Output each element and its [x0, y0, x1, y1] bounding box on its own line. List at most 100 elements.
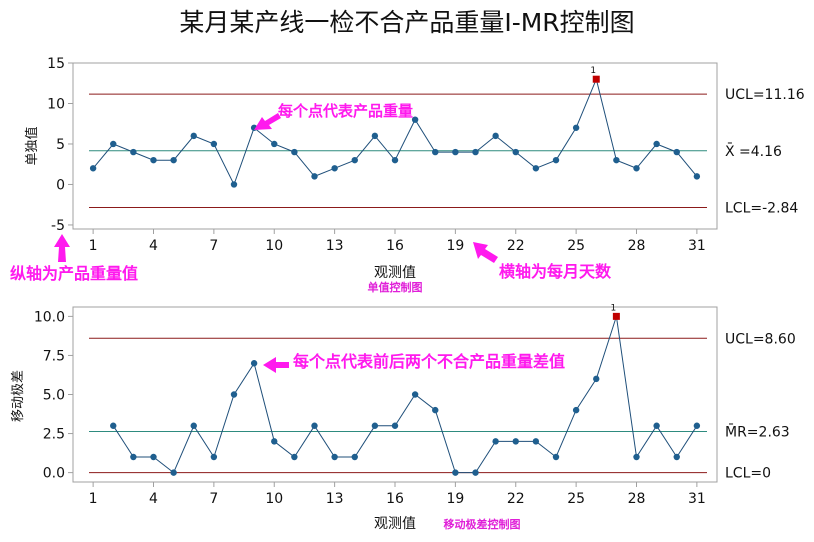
mr-data-point — [472, 469, 479, 476]
mr-x-tick-label: 16 — [386, 491, 404, 507]
svg-text:每个点代表产品重量: 每个点代表产品重量 — [278, 102, 413, 120]
i-chart-control-lines: UCL=11.16 X̄ =4.16 LCL=-2.84 — [89, 87, 805, 216]
i-data-point — [89, 165, 97, 172]
mr-x-tick-label: 13 — [326, 491, 344, 507]
i-y-tick-label: 0 — [56, 177, 65, 193]
i-y-tick-label: 10 — [47, 96, 65, 112]
i-x-tick-label: 10 — [265, 238, 283, 254]
mr-y-tick-label: 2.5 — [43, 427, 65, 443]
mr-data-point — [432, 406, 439, 414]
mr-x-tick-label: 25 — [567, 491, 585, 507]
mr-data-point — [653, 422, 660, 429]
i-data-point — [572, 124, 580, 131]
mr-data-point — [693, 422, 701, 429]
i-data-point — [371, 132, 379, 140]
arrow-icon — [254, 113, 281, 130]
i-chart-plot-frame — [72, 62, 718, 230]
mr-data-point — [210, 453, 218, 461]
i-ucl-label: UCL=11.16 — [725, 87, 805, 103]
mr-ucl-label: UCL=8.60 — [725, 331, 796, 347]
mr-data-point — [633, 453, 640, 461]
i-x-tick-label: 13 — [326, 238, 344, 254]
mr-data-point — [552, 453, 560, 461]
i-chart-x-axis-label: 观测值 — [374, 265, 416, 281]
i-data-point — [150, 156, 157, 164]
i-data-point — [472, 148, 479, 156]
mr-chart-subtitle: 移动极差控制图 — [444, 517, 521, 531]
i-x-tick-label: 28 — [628, 238, 646, 254]
mr-y-tick-label: 5.0 — [43, 388, 65, 404]
mr-y-tick-label: 0.0 — [43, 466, 65, 482]
i-data-point — [512, 148, 519, 156]
mr-data-point — [130, 453, 137, 461]
i-out-of-control-point — [592, 75, 600, 83]
mr-chart-plot-frame — [72, 306, 718, 483]
mr-x-tick-label: 19 — [446, 491, 464, 507]
mr-data-point — [331, 453, 338, 461]
mr-x-tick-label: 28 — [628, 491, 646, 507]
mr-chart-control-lines: UCL=8.60 M̄R=2.63 LCL=0 — [89, 331, 796, 482]
mr-y-tick-label: 10.0 — [34, 309, 65, 325]
i-data-point — [532, 165, 540, 172]
arrow-icon — [473, 242, 498, 263]
i-x-tick-label: 22 — [507, 238, 525, 254]
mr-chart-x-axis-label: 观测值 — [374, 516, 416, 532]
i-lcl-label: LCL=-2.84 — [725, 200, 798, 216]
i-x-tick-label: 16 — [386, 238, 404, 254]
i-data-point — [331, 165, 338, 172]
i-data-point — [411, 116, 419, 123]
i-chart-y-axis-label: 单独值 — [24, 126, 40, 165]
annotation-x-axis: 横轴为每月天数 — [473, 242, 612, 281]
i-chart-subtitle: 单值控制图 — [368, 280, 423, 294]
i-data-point — [432, 148, 439, 156]
mr-center-label: M̄R=2.63 — [725, 423, 790, 441]
mr-data-point — [572, 406, 580, 414]
i-data-point — [633, 165, 640, 172]
mr-x-tick-label: 7 — [209, 491, 218, 507]
i-data-point — [130, 148, 137, 156]
i-out-of-control-label: 1 — [590, 66, 596, 76]
mr-x-tick-label: 4 — [149, 491, 158, 507]
mr-data-point — [230, 391, 238, 398]
annotation-y-axis: 纵轴为产品重量值 — [10, 234, 138, 283]
i-data-point — [351, 156, 358, 164]
mr-data-point — [351, 453, 358, 461]
mr-data-point — [512, 438, 519, 445]
i-data-point — [230, 181, 238, 188]
i-center-label: X̄ =4.16 — [725, 142, 782, 160]
mr-data-point — [291, 453, 298, 461]
mr-series-line — [112, 316, 698, 474]
i-data-point — [492, 132, 499, 140]
i-data-point — [311, 173, 318, 180]
i-y-tick-label: 15 — [47, 56, 65, 72]
i-data-point — [110, 140, 117, 148]
mr-data-point — [190, 422, 197, 429]
mr-data-point — [250, 360, 258, 367]
mr-data-point — [411, 391, 419, 398]
i-data-point — [170, 156, 177, 164]
i-data-point — [673, 148, 680, 156]
i-data-point — [210, 140, 218, 148]
mr-chart-axes: 1 4 7 10 13 16 19 22 25 28 31 0.0 2.5 5.0 7.5 10.0 — [34, 309, 706, 507]
i-data-point — [653, 140, 660, 148]
mr-chart-series: 1 — [110, 303, 701, 476]
mr-out-of-control-point — [612, 312, 620, 320]
i-data-point — [693, 173, 701, 180]
mr-lcl-label: LCL=0 — [725, 466, 771, 482]
i-x-tick-label: 31 — [688, 238, 706, 254]
i-data-point — [291, 148, 298, 156]
mr-data-point — [593, 375, 600, 383]
mr-x-tick-label: 31 — [688, 491, 706, 507]
mr-y-tick-label: 7.5 — [43, 348, 65, 364]
arrow-icon — [263, 357, 289, 373]
annotation-mr-point: 每个点代表前后两个不合产品重量差值 — [263, 352, 565, 373]
mr-data-point — [391, 422, 399, 429]
mr-data-point — [492, 438, 499, 445]
annotation-i-point: 每个点代表产品重量 — [254, 102, 413, 130]
mr-out-of-control-label: 1 — [611, 303, 617, 313]
mr-x-tick-label: 22 — [507, 491, 525, 507]
svg-text:横轴为每月天数: 横轴为每月天数 — [499, 262, 612, 281]
i-chart-axes: 1 4 7 10 13 16 19 22 25 28 31 -5 0 5 10 15 — [47, 56, 706, 254]
i-chart-series: 1 — [89, 66, 701, 188]
